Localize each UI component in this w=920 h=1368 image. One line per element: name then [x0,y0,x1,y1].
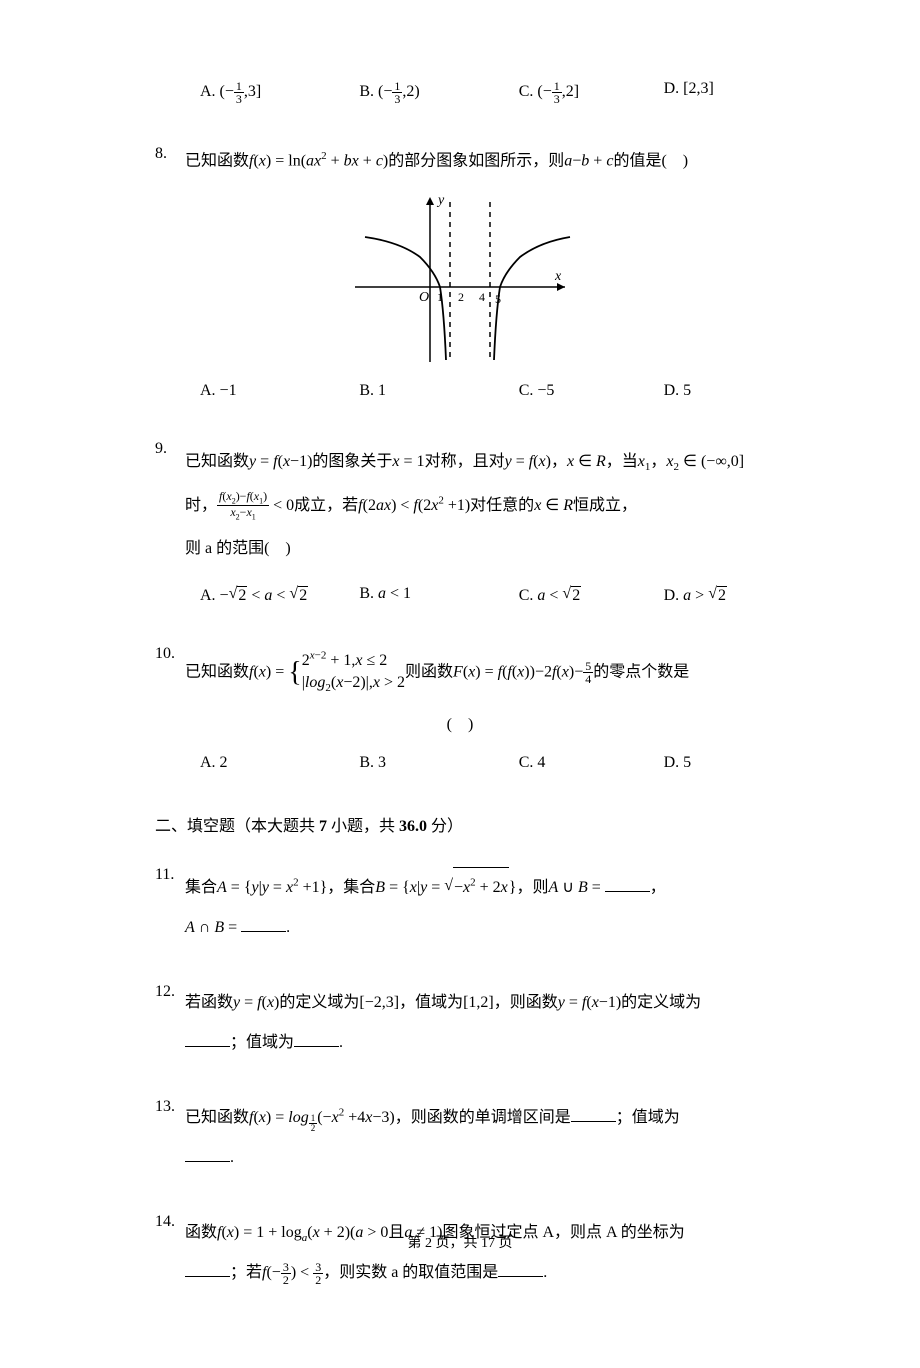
s2-a: 二、填空题（本大题共 [155,818,319,835]
q7-options: A. (−13,3] B. (−13,2) C. (−13,2] D. [2,3… [155,80,765,105]
q13: 13. 已知函数f(x) = log12(−x2 +4x−3)，则函数的单调增区… [155,1098,765,1178]
q14-blank2 [498,1261,543,1277]
s2-d: 36.0 [399,818,427,835]
q9: 9. 已知函数y = f(x−1)的图象关于x = 1对称，且对y = f(x)… [155,440,765,605]
q7-option-b: B. (−13,2) [359,80,518,105]
q8-graph: y x O 1 2 4 5 [155,192,765,367]
q9-number: 9. [155,440,185,570]
q9-option-a: A. −√2 < a < √2 [200,585,359,605]
q12-t4: ，则函数 [494,994,558,1011]
q12-t2: 的定义域为 [279,994,359,1011]
q12-t7: . [339,1034,343,1051]
q8-text-post: 的值是( ) [613,152,688,169]
q13-blank2 [185,1146,230,1162]
q9-t1: 已知函数 [185,453,249,470]
q11-blank2 [241,916,286,932]
svg-text:4: 4 [479,290,485,304]
svg-text:2: 2 [458,290,464,304]
q7-option-c: C. (−13,2] [519,80,664,105]
q10-body: 已知函数f(x) = {2x−2 + 1,x ≤ 2|log2(x−2)|,x … [185,645,765,701]
q14-number: 14. [155,1213,185,1293]
s2-b: 7 [319,818,327,835]
q11-t5: . [286,919,290,936]
q10-t1: 已知函数 [185,664,249,681]
q9-body: 已知函数y = f(x−1)的图象关于x = 1对称，且对y = f(x)，x … [185,440,765,570]
q9-t7: 时， [185,497,217,514]
q14-blank1 [185,1261,230,1277]
q12-number: 12. [155,983,185,1063]
q9-t8: 成立，若 [294,497,358,514]
q11: 11. 集合A = {y|y = x2 +1}，集合B = {x|y = √−x… [155,866,765,948]
q8-option-d: D. 5 [664,382,765,400]
q12-t6: ；值域为 [230,1034,294,1051]
svg-text:x: x [554,269,562,284]
q9-t6: ， [650,453,666,470]
q9-t10: 恒成立， [573,497,637,514]
q12: 12. 若函数y = f(x)的定义域为[−2,3]，值域为[1,2]，则函数y… [155,983,765,1063]
q13-t4: . [230,1149,234,1166]
q11-number: 11. [155,866,185,948]
s2-e: 分） [427,818,463,835]
q10-option-d: D. 5 [664,754,765,772]
q13-t3: ；值域为 [616,1109,680,1126]
q13-blank1 [571,1106,616,1122]
q10: 10. 已知函数f(x) = {2x−2 + 1,x ≤ 2|log2(x−2)… [155,645,765,772]
q8-option-b: B. 1 [359,382,518,400]
q13-t1: 已知函数 [185,1109,249,1126]
q9-option-b: B. a < 1 [359,585,518,605]
q12-body: 若函数y = f(x)的定义域为[−2,3]，值域为[1,2]，则函数y = f… [185,983,765,1063]
q10-paren: ( ) [155,716,765,734]
q11-t1: 集合 [185,879,217,896]
q10-option-a: A. 2 [200,754,359,772]
q9-option-d: D. a > √2 [664,585,765,605]
q11-t4: ， [650,879,666,896]
q9-t2: 的图象关于 [312,453,392,470]
q12-t1: 若函数 [185,994,233,1011]
q9-t9: 对任意的 [470,497,534,514]
q7-option-a: A. (−13,3] [200,80,359,105]
section2-title: 二、填空题（本大题共 7 小题，共 36.0 分） [155,812,765,836]
q11-t2: ，集合 [327,879,375,896]
q9-t4: ， [551,453,567,470]
q9-t5: ，当 [606,453,638,470]
s2-c: 小题，共 [327,818,399,835]
q9-t11: 则 a 的范围( ) [185,540,291,557]
q14: 14. 函数f(x) = 1 + loga(x + 2)(a > 0且a ≠ 1… [155,1213,765,1293]
q14-t3: ；若 [230,1264,262,1281]
q8-option-a: A. −1 [200,382,359,400]
page-footer: 第 2 页，共 17 页 [0,1232,920,1252]
q11-t3: ，则 [516,879,548,896]
q8-number: 8. [155,145,185,177]
q12-t5: 的定义域为 [621,994,701,1011]
q10-number: 10. [155,645,185,701]
q9-t3: 对称，且对 [425,453,505,470]
q12-blank2 [294,1031,339,1047]
page-content: A. (−13,3] B. (−13,2) C. (−13,2] D. [2,3… [0,0,920,1368]
q8-text-mid: 的部分图象如图所示，则 [388,152,564,169]
q10-option-c: C. 4 [519,754,664,772]
q14-body: 函数f(x) = 1 + loga(x + 2)(a > 0且a ≠ 1)图象恒… [185,1213,765,1293]
q8-option-c: C. −5 [519,382,664,400]
q10-option-b: B. 3 [359,754,518,772]
q8-body: 已知函数f(x) = ln(ax2 + bx + c)的部分图象如图所示，则a−… [185,145,765,177]
q13-t2: ，则函数的单调增区间是 [395,1109,571,1126]
q13-number: 13. [155,1098,185,1178]
q8: 8. 已知函数f(x) = ln(ax2 + bx + c)的部分图象如图所示，… [155,145,765,400]
q7-option-d: D. [2,3] [664,80,765,105]
q13-body: 已知函数f(x) = log12(−x2 +4x−3)，则函数的单调增区间是；值… [185,1098,765,1178]
q8-text-pre: 已知函数 [185,152,249,169]
svg-text:O: O [419,290,429,305]
q12-t3: ，值域为 [399,994,463,1011]
svg-text:y: y [436,193,445,208]
q11-blank1 [605,876,650,892]
q10-t3: 的零点个数是 [593,664,689,681]
q11-body: 集合A = {y|y = x2 +1}，集合B = {x|y = √−x2 + … [185,866,765,948]
q14-t4: ，则实数 a 的取值范围是 [323,1264,498,1281]
q12-blank1 [185,1031,230,1047]
q8-graph-svg: y x O 1 2 4 5 [345,192,575,362]
q14-t5: . [543,1264,547,1281]
q10-t2: 则函数 [405,664,453,681]
q9-option-c: C. a < √2 [519,585,664,605]
